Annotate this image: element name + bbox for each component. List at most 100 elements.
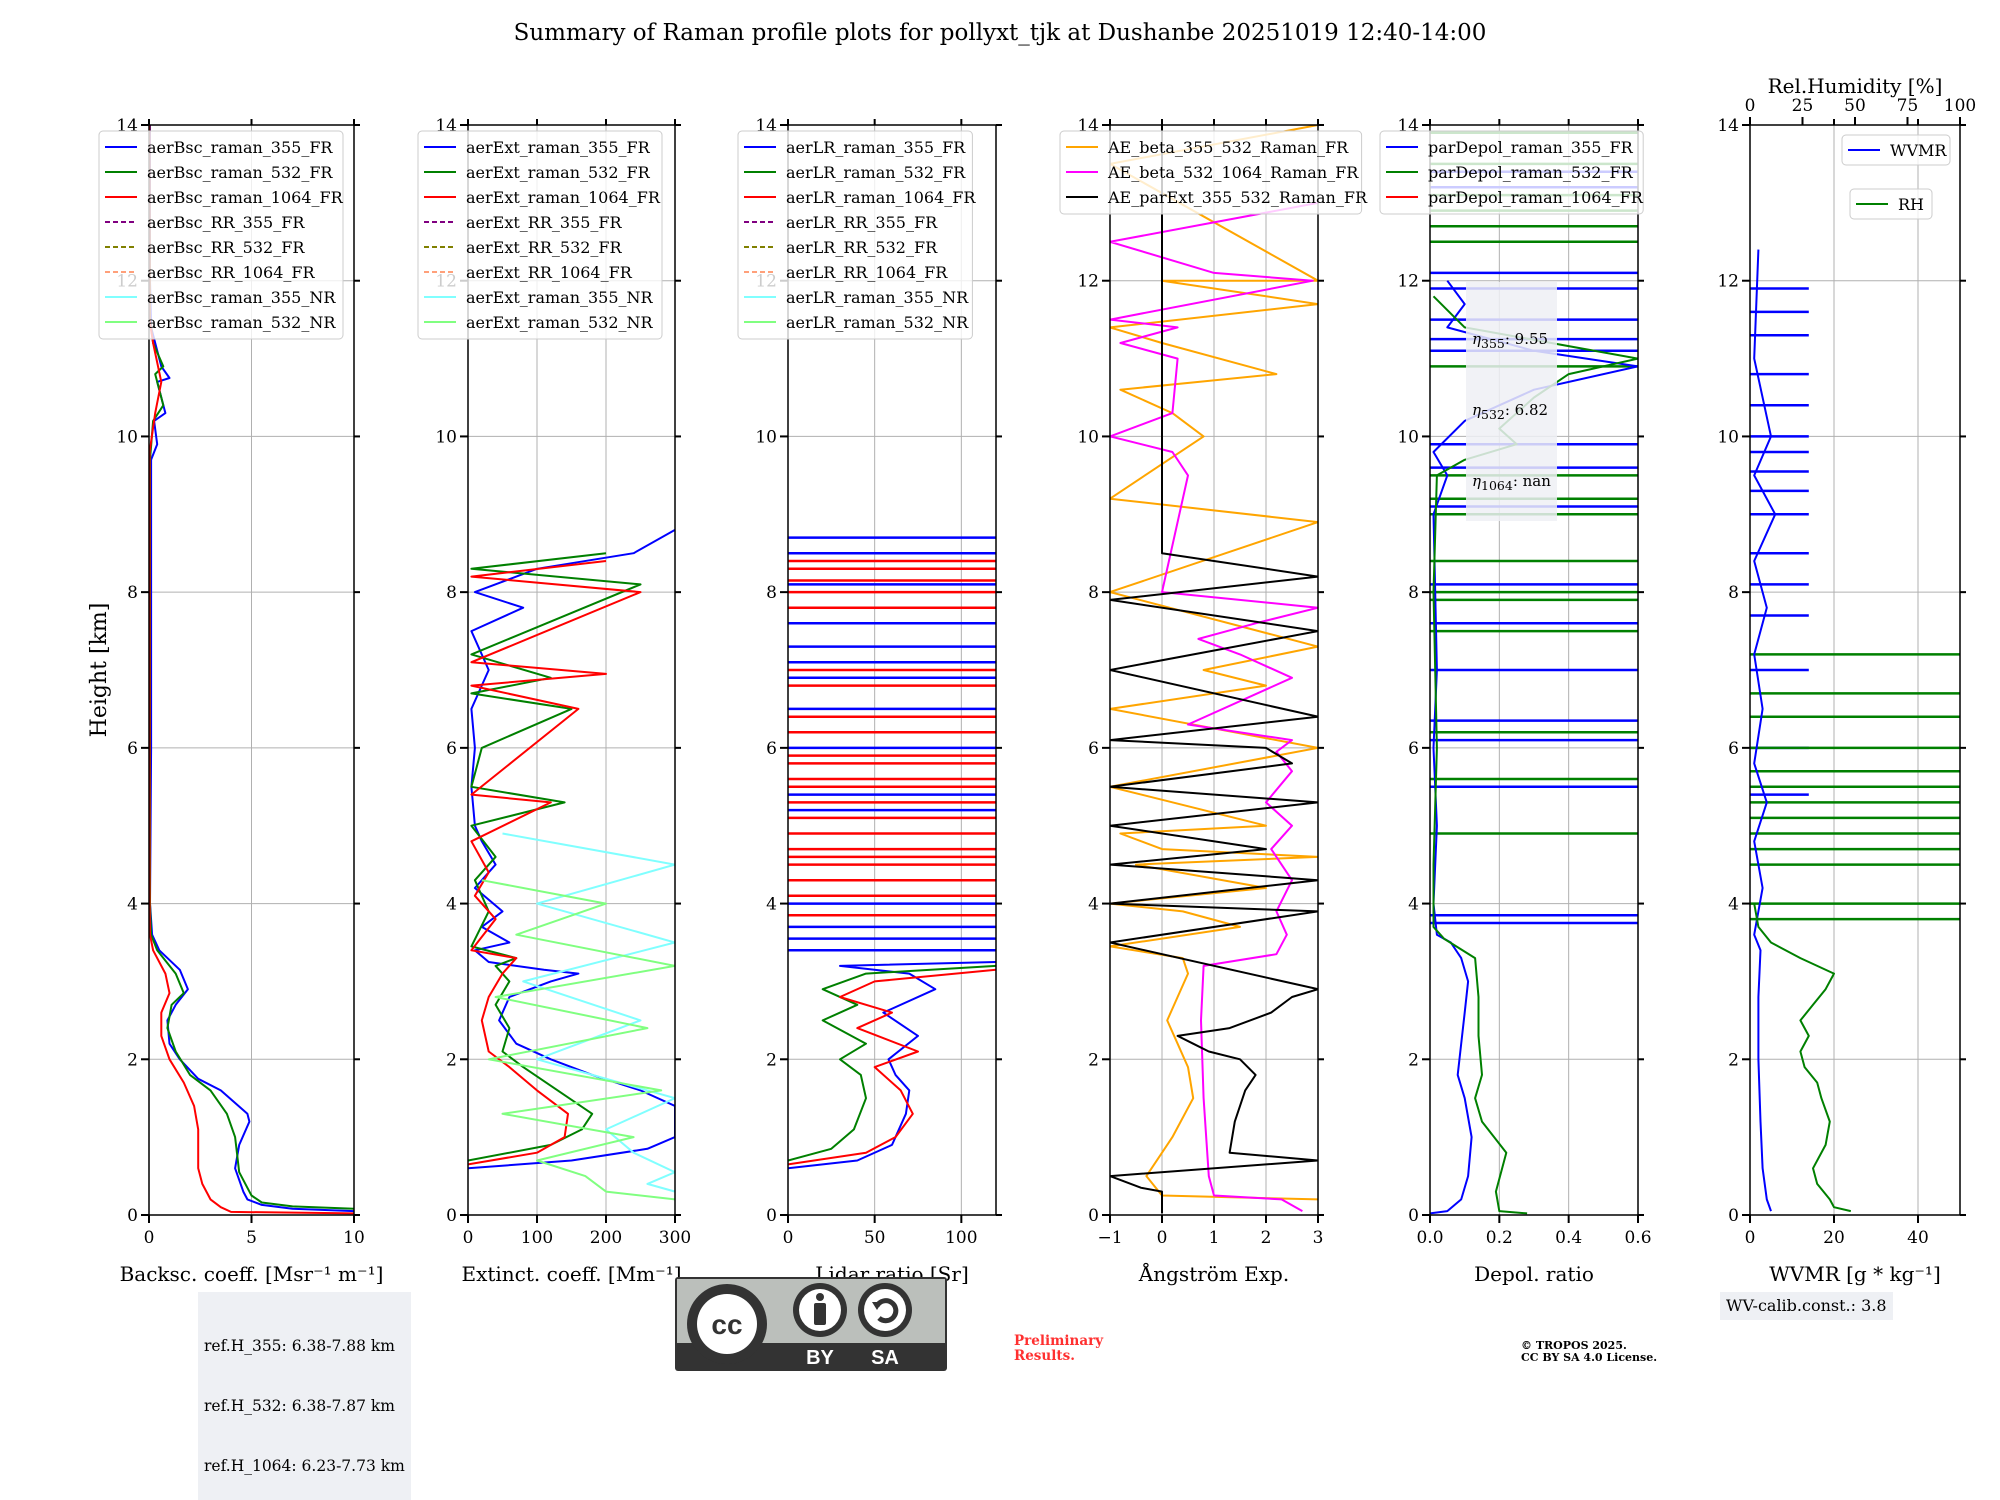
legend-label: aerLR_RR_355_FR (786, 213, 938, 232)
cc-by-sa-license-badge: cc BY SA (675, 1277, 947, 1371)
series-aerLR_raman_1064_FR (788, 968, 996, 1166)
y-tick-label: 0 (127, 1206, 138, 1226)
panel-wvmr: 0 20 40 0 2 4 6 8 10 12 14 WVMR [g * kg⁻¹] 0 25 50 75 10… (1717, 74, 1976, 1286)
legend-label: aerBsc_raman_532_NR (147, 313, 336, 332)
top-x-tick-label: 75 (1897, 96, 1919, 116)
y-tick-label: 0 (1408, 1206, 1419, 1226)
y-tick-label: 4 (446, 895, 457, 915)
legend-box (1841, 134, 1951, 166)
legend-label: aerLR_raman_355_NR (786, 288, 969, 307)
series-aerBsc_raman_1064_FR (149, 125, 354, 1215)
legend-wvmr: WVMR (1841, 134, 1951, 166)
legend: aerBsc_raman_355_FR aerBsc_raman_532_FRae… (98, 130, 344, 340)
legend-label: aerLR_raman_355_FR (786, 138, 966, 157)
y-tick-label: 0 (446, 1206, 457, 1226)
reference-heights-box: ref.H_355: 6.38-7.88 km ref.H_532: 6.38-… (198, 1292, 411, 1500)
y-tick-label: 6 (127, 739, 138, 759)
y-tick-label: 4 (766, 895, 777, 915)
x-tick-label: 3 (1313, 1228, 1324, 1248)
x-tick-label: 0 (1157, 1228, 1168, 1248)
x-tick-label: 200 (590, 1228, 622, 1248)
y-tick-label: 2 (127, 1050, 138, 1070)
eta-532: η532: 6.82 (1472, 401, 1549, 422)
x-tick-label: 0.2 (1486, 1228, 1513, 1248)
legend-label: aerBsc_raman_355_NR (147, 288, 336, 307)
legend-label: aerLR_RR_532_FR (786, 238, 938, 257)
x-tick-label: 0 (1745, 1228, 1756, 1248)
y-tick-label: 10 (1717, 427, 1739, 447)
series-AE_parExt_355_532_Raman_FR (1110, 125, 1318, 1214)
legend-label: aerLR_raman_1064_FR (786, 188, 976, 207)
legend-label: WVMR (1890, 141, 1947, 160)
legend-label: aerExt_raman_532_FR (466, 163, 651, 182)
x-tick-label: 0.6 (1624, 1228, 1651, 1248)
plot-area (1110, 125, 1318, 1214)
legend-label: aerExt_raman_355_FR (466, 138, 651, 157)
panel-backscatter: 051002468101214Backsc. coeff. [Msr⁻¹ m⁻¹… (98, 116, 383, 1286)
y-tick-label: 4 (127, 895, 138, 915)
eta-355: η355: 9.55 (1472, 330, 1549, 351)
x-axis-label: Extinct. coeff. [Mm⁻¹] (461, 1262, 681, 1286)
y-tick-label: 10 (116, 427, 138, 447)
ref-height-355: ref.H_355: 6.38-7.88 km (204, 1337, 395, 1355)
depol-eta-box: η355: 9.55 η532: 6.82 η1064: nan (1466, 282, 1557, 521)
x-tick-label: 0.0 (1416, 1228, 1443, 1248)
figure-title: Summary of Raman profile plots for polly… (513, 20, 1487, 46)
svg-text:SA: SA (871, 1347, 899, 1369)
series-aerExt_raman_1064_FR (468, 560, 642, 1166)
legend-box (417, 130, 663, 340)
series-RH (1753, 903, 1852, 1213)
plot-area (468, 529, 675, 1201)
y-tick-label: 8 (127, 583, 138, 603)
legend-label: AE_parExt_355_532_Raman_FR (1107, 188, 1368, 207)
svg-text:cc: cc (711, 1309, 742, 1340)
series-parDepol_raman_355_FR (1430, 280, 1638, 1215)
y-tick-label: 6 (766, 739, 777, 759)
y-axis-label: Height [km] (87, 603, 112, 738)
y-tick-label: 12 (1397, 272, 1419, 292)
series-AE_beta_355_532_Raman_FR (1110, 125, 1318, 1201)
x-axis-label: Ångström Exp. (1138, 1261, 1289, 1286)
series-aerLR_raman_355_FR (788, 961, 996, 1170)
legend-label: aerExt_raman_1064_FR (466, 188, 661, 207)
legend-rh: RH (1849, 188, 1933, 220)
x-tick-label: 0 (783, 1228, 794, 1248)
y-tick-label: 4 (1408, 895, 1419, 915)
series-aerBsc_raman_355_FR (149, 125, 354, 1213)
axes-frame (1429, 124, 1639, 1216)
x-tick-label: 1 (1209, 1228, 1220, 1248)
series-WVMR (1753, 249, 1777, 1212)
series-AE_beta_532_1064_Raman_FR (1110, 201, 1318, 1212)
x-tick-label: 0 (144, 1228, 155, 1248)
legend-box (1059, 130, 1363, 215)
x-tick-label: −1 (1097, 1228, 1122, 1248)
y-tick-label: 6 (1408, 739, 1419, 759)
y-tick-label: 2 (1088, 1050, 1099, 1070)
legend-label: aerBsc_RR_355_FR (147, 213, 305, 232)
legend-box (1379, 130, 1644, 215)
legend-label: parDepol_raman_355_FR (1428, 138, 1634, 157)
x-tick-label: 0 (463, 1228, 474, 1248)
y-tick-label: 10 (1077, 427, 1099, 447)
legend-label: aerExt_raman_532_NR (466, 313, 654, 332)
y-tick-label: 6 (1088, 739, 1099, 759)
legend-box (1849, 188, 1933, 220)
x-axis-label: Depol. ratio (1474, 1262, 1594, 1286)
legend-label: aerBsc_raman_1064_FR (147, 188, 344, 207)
x-tick-label: 100 (945, 1228, 977, 1248)
legend-label: parDepol_raman_532_FR (1428, 163, 1634, 182)
y-tick-label: 8 (1728, 583, 1739, 603)
y-tick-label: 4 (1728, 895, 1739, 915)
y-tick-label: 8 (446, 583, 457, 603)
y-tick-label: 10 (435, 427, 457, 447)
y-tick-label: 6 (446, 739, 457, 759)
legend-label: AE_beta_355_532_Raman_FR (1107, 138, 1349, 157)
y-tick-label: 2 (446, 1050, 457, 1070)
plot-area (149, 125, 354, 1215)
axes-frame (787, 124, 997, 1216)
figure-canvas: Height [km]051002468101214Backsc. coeff.… (87, 74, 1976, 1286)
legend: AE_beta_355_532_Raman_FR AE_beta_532_1064… (1059, 130, 1368, 215)
y-tick-label: 4 (1088, 895, 1099, 915)
